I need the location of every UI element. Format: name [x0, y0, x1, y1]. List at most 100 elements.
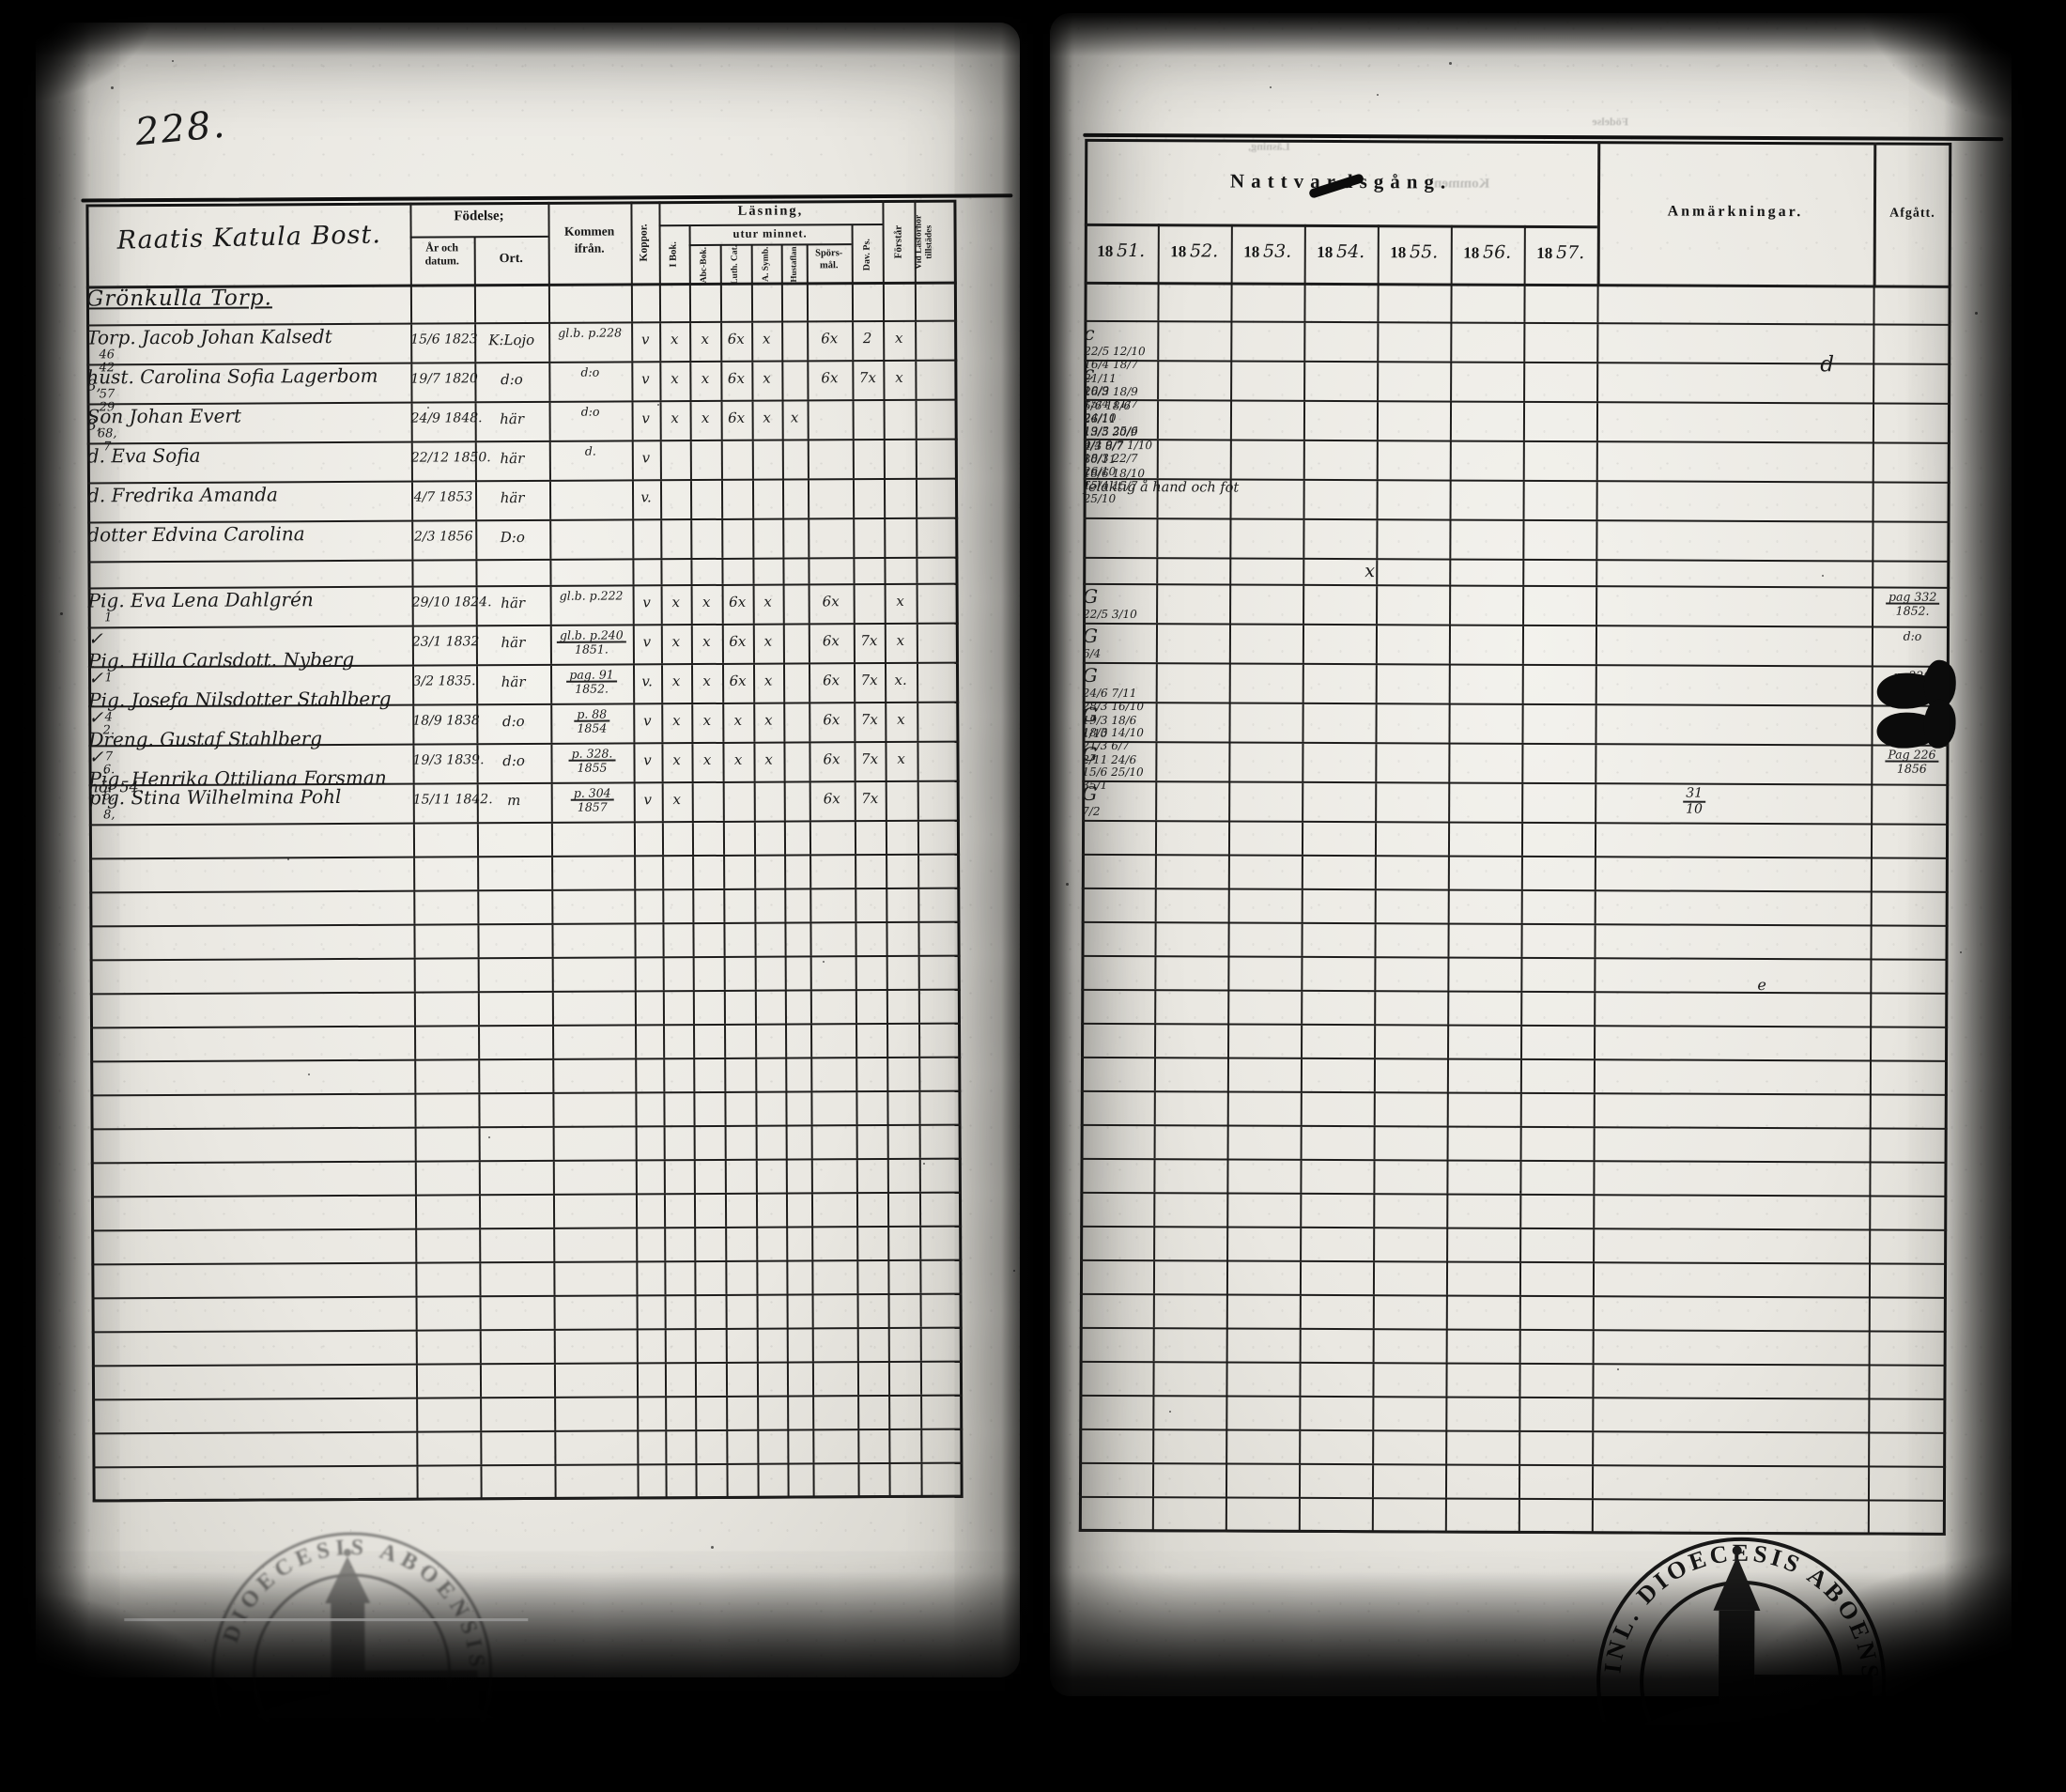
- column-line: [1372, 1296, 1375, 1329]
- communion-dates-cell: 22/5 3/10: [1083, 607, 1137, 622]
- column-line: [1592, 1263, 1596, 1296]
- column-line: [1154, 957, 1157, 990]
- column-line: [1375, 626, 1379, 664]
- column-line: [1375, 744, 1378, 782]
- column-line: [1376, 520, 1379, 559]
- column-line: [1520, 890, 1523, 923]
- blank-row: [1080, 1091, 1948, 1130]
- column-line: [1872, 588, 1874, 626]
- column-line: [1519, 1296, 1521, 1329]
- column-line: [1226, 1430, 1228, 1463]
- column-line: [1593, 1229, 1596, 1262]
- dust-speck: [287, 858, 289, 860]
- column-line: [1445, 1364, 1448, 1397]
- dust-speck: [1013, 1270, 1015, 1272]
- column-line: [1445, 1262, 1449, 1295]
- column-line: [1301, 957, 1303, 990]
- column-line: [1523, 363, 1526, 401]
- column-line: [1870, 825, 1873, 857]
- blank-row: [1081, 1024, 1949, 1062]
- column-line: [1151, 1498, 1154, 1531]
- column-line: [1300, 1194, 1303, 1227]
- column-line: [1226, 1160, 1229, 1193]
- column-line: [1372, 1398, 1375, 1430]
- dust-speck: [1270, 86, 1272, 88]
- column-line: [1226, 1058, 1230, 1091]
- column-line: [1868, 1264, 1872, 1297]
- column-line: [1300, 1126, 1303, 1159]
- column-line: [1156, 480, 1159, 518]
- table-row: G 15/6 25/10 35/1 Pag 226 1856: [1082, 742, 1950, 792]
- dust-speck: [1169, 1411, 1171, 1413]
- column-line: [1227, 822, 1231, 855]
- column-line: [1522, 481, 1525, 519]
- column-line: [1873, 364, 1875, 403]
- column-line: [1596, 587, 1598, 626]
- dust-speck: [1960, 951, 1962, 953]
- column-line: [1446, 1195, 1449, 1228]
- column-line: [1592, 1297, 1595, 1330]
- column-line: [1377, 323, 1380, 362]
- column-line: [1156, 585, 1159, 624]
- column-line: [1152, 1261, 1156, 1294]
- column-line: [1868, 1332, 1871, 1365]
- column-line: [1596, 482, 1598, 520]
- column-line: [1869, 1129, 1872, 1162]
- dust-speck: [823, 961, 825, 963]
- column-line: [1154, 1025, 1157, 1058]
- column-line: [1152, 1363, 1155, 1396]
- blank-row: [1079, 1396, 1947, 1434]
- column-line: [1157, 362, 1160, 400]
- column-line: [1228, 625, 1232, 663]
- dust-speck: [308, 1074, 310, 1075]
- communion-dates-cell: 18/3 14/10: [1082, 725, 1144, 740]
- column-line: [1872, 562, 1874, 587]
- column-line: [1299, 1329, 1302, 1362]
- column-line: [1153, 1058, 1157, 1091]
- column-line: [1153, 1194, 1156, 1227]
- column-line: [1446, 1161, 1449, 1194]
- column-line: [1873, 286, 1875, 324]
- communion-dates-cell: 6/4: [1082, 646, 1102, 660]
- column-line: [1521, 783, 1524, 822]
- column-line: [1595, 784, 1597, 823]
- column-line: [1520, 857, 1523, 889]
- column-line: [1519, 1431, 1521, 1464]
- column-line: [1376, 402, 1380, 440]
- column-line: [1301, 889, 1303, 922]
- column-line: [1298, 1464, 1302, 1497]
- column-line: [1445, 1296, 1448, 1329]
- dust-speck: [711, 1546, 714, 1549]
- column-line: [1228, 743, 1231, 781]
- column-line: [1374, 1026, 1377, 1058]
- dust-speck: [1066, 883, 1069, 886]
- column-line: [1152, 1295, 1155, 1328]
- column-line: [1377, 363, 1380, 401]
- column-line: [1373, 1127, 1376, 1160]
- column-line: [1869, 1230, 1872, 1263]
- column-line: [1868, 1399, 1871, 1432]
- column-line: [1448, 626, 1452, 664]
- blank-row: [1079, 1294, 1947, 1333]
- column-line: [1596, 403, 1599, 441]
- communion-dates-cell: 10/9: [1084, 383, 1110, 397]
- column-line: [1447, 992, 1450, 1025]
- blank-row: [1079, 1260, 1948, 1299]
- column-line: [1230, 322, 1233, 361]
- column-line: [1873, 325, 1875, 363]
- column-line: [1377, 284, 1380, 322]
- column-line: [1371, 1465, 1375, 1498]
- dust-speck: [657, 404, 659, 406]
- column-line: [1154, 856, 1157, 888]
- column-line: [1375, 665, 1378, 703]
- blank-row: [1080, 1058, 1948, 1096]
- column-line: [1449, 520, 1452, 559]
- column-line: [1376, 560, 1379, 585]
- column-line: [1154, 991, 1157, 1024]
- ink-blot: [1923, 699, 1956, 749]
- column-line: [1229, 440, 1232, 479]
- column-line: [1155, 625, 1159, 663]
- column-line: [1522, 520, 1525, 559]
- column-line: [1449, 560, 1452, 585]
